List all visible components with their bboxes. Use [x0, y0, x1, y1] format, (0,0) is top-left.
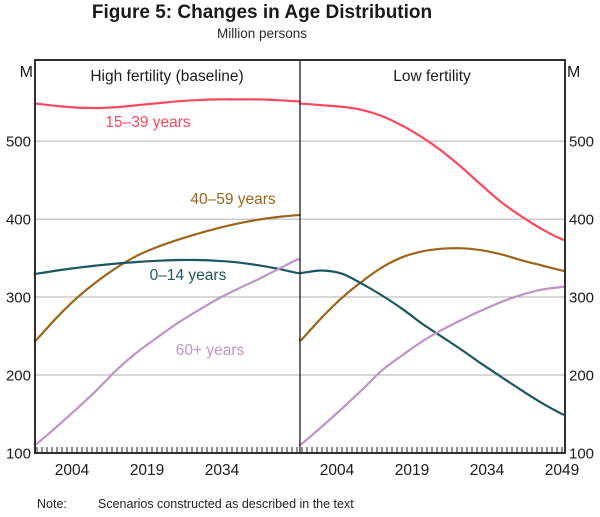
line-high-fertility-baseline--0-14-years: [33, 258, 302, 276]
line-high-fertility-baseline--60-years: [33, 257, 302, 446]
line-low-fertility-40-59-years: [298, 247, 567, 342]
x-tick-label-panel2-2004: 2004: [320, 462, 355, 479]
series-label-40-59-years: 40–59 years: [190, 191, 276, 208]
y-axis-unit-left: M: [20, 64, 33, 81]
x-tick-label-panel1-2019: 2019: [130, 462, 164, 479]
y-tick-label-left-300: 300: [6, 290, 31, 307]
panel-title-high-fertility: High fertility (baseline): [90, 68, 244, 85]
x-tick-label-panel2-2034: 2034: [470, 462, 505, 479]
note-label: Note:: [37, 497, 67, 511]
y-tick-label-right-200: 200: [569, 368, 594, 385]
y-tick-label-left-100: 100: [6, 446, 31, 463]
y-tick-label-right-500: 500: [569, 134, 594, 151]
y-tick-label-left-500: 500: [6, 134, 31, 151]
x-tick-label-panel2-2019: 2019: [395, 462, 429, 479]
figure-subtitle: Million persons: [216, 26, 308, 41]
y-tick-label-left-200: 200: [6, 368, 31, 385]
x-tick-label-panel1-2034: 2034: [205, 462, 240, 479]
y-tick-label-right-100: 100: [569, 446, 594, 463]
y-tick-label-left-400: 400: [6, 212, 31, 229]
x-tick-label-panel1-2004: 2004: [55, 462, 90, 479]
series-label-15-39-years: 15–39 years: [105, 114, 191, 131]
line-high-fertility-baseline--15-39-years: [33, 98, 302, 110]
series-label-60-plus-years: 60+ years: [175, 342, 245, 359]
y-tick-label-right-300: 300: [569, 290, 594, 307]
figure-title: Figure 5: Changes in Age Distribution: [91, 2, 433, 23]
line-low-fertility-0-14-years: [298, 269, 567, 416]
panel-title-low-fertility: Low fertility: [393, 68, 471, 85]
y-axis-unit-right: M: [567, 64, 580, 81]
line-high-fertility-baseline--40-59-years: [33, 213, 302, 342]
series-label-0-14-years: 0–14 years: [149, 267, 227, 284]
x-tick-label-panel2-2049: 2049: [545, 462, 579, 479]
y-tick-label-right-400: 400: [569, 212, 594, 229]
note-text: Scenarios constructed as described in th…: [98, 497, 354, 511]
line-low-fertility-60-years: [298, 285, 567, 446]
line-low-fertility-15-39-years: [298, 102, 567, 242]
